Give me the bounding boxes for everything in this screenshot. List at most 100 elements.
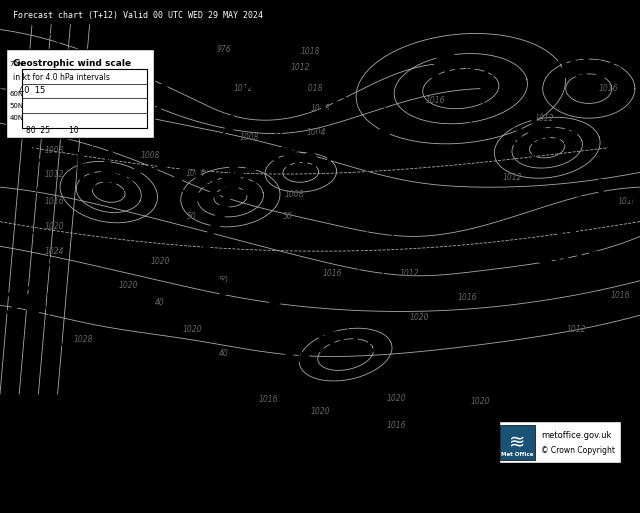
- Polygon shape: [280, 147, 289, 155]
- Text: Geostrophic wind scale: Geostrophic wind scale: [13, 59, 131, 68]
- Polygon shape: [180, 39, 189, 48]
- Text: 1016: 1016: [93, 94, 163, 118]
- Text: H: H: [100, 77, 124, 105]
- Polygon shape: [151, 89, 161, 96]
- Text: 976: 976: [217, 45, 231, 54]
- Text: 40: 40: [155, 299, 165, 307]
- Polygon shape: [134, 167, 140, 176]
- Polygon shape: [227, 182, 238, 191]
- Polygon shape: [172, 56, 182, 65]
- Polygon shape: [306, 360, 316, 367]
- Text: 1016: 1016: [534, 244, 605, 268]
- Polygon shape: [169, 65, 179, 73]
- Polygon shape: [145, 96, 155, 104]
- Polygon shape: [169, 156, 178, 165]
- Polygon shape: [271, 343, 282, 351]
- Text: 1012: 1012: [502, 173, 522, 182]
- Polygon shape: [107, 150, 116, 159]
- Text: 50: 50: [283, 212, 293, 221]
- Polygon shape: [172, 174, 182, 182]
- Polygon shape: [222, 191, 234, 200]
- Polygon shape: [303, 138, 312, 146]
- Polygon shape: [366, 129, 372, 137]
- Text: 1016: 1016: [259, 396, 278, 404]
- Polygon shape: [252, 331, 263, 340]
- Polygon shape: [146, 166, 154, 174]
- Text: x: x: [108, 82, 116, 95]
- Polygon shape: [284, 336, 294, 343]
- Polygon shape: [138, 104, 148, 111]
- Text: 1020: 1020: [45, 222, 64, 231]
- Text: 1018: 1018: [310, 104, 330, 113]
- Text: 1013: 1013: [310, 333, 381, 357]
- Text: 997: 997: [77, 168, 141, 196]
- Text: 1012: 1012: [234, 84, 253, 93]
- Polygon shape: [190, 146, 199, 153]
- Text: 1020: 1020: [310, 407, 330, 416]
- Text: x: x: [275, 124, 282, 137]
- Polygon shape: [218, 288, 230, 298]
- Text: H: H: [17, 277, 40, 305]
- Text: 1016: 1016: [45, 198, 64, 206]
- Text: 50N: 50N: [10, 103, 24, 109]
- Text: H: H: [382, 195, 405, 223]
- Text: 1020: 1020: [182, 325, 202, 334]
- Text: 1016: 1016: [458, 293, 477, 303]
- Polygon shape: [118, 126, 129, 133]
- Text: 1008: 1008: [285, 190, 304, 199]
- Text: 1024: 1024: [45, 247, 64, 255]
- Polygon shape: [340, 128, 346, 137]
- Text: in kt for 4.0 hPa intervals: in kt for 4.0 hPa intervals: [13, 73, 109, 82]
- Polygon shape: [211, 269, 221, 278]
- Polygon shape: [229, 307, 241, 315]
- Polygon shape: [239, 87, 250, 94]
- Polygon shape: [103, 159, 113, 167]
- Text: x: x: [531, 151, 538, 164]
- Text: 1012: 1012: [566, 325, 586, 334]
- Polygon shape: [380, 129, 385, 137]
- Polygon shape: [292, 143, 300, 151]
- Polygon shape: [269, 300, 281, 305]
- Polygon shape: [196, 193, 202, 202]
- Polygon shape: [298, 352, 308, 359]
- Text: 1018: 1018: [304, 84, 323, 93]
- Polygon shape: [158, 162, 166, 170]
- Polygon shape: [214, 211, 225, 220]
- Polygon shape: [113, 133, 124, 141]
- Text: H: H: [286, 77, 309, 105]
- Polygon shape: [276, 328, 287, 334]
- Polygon shape: [232, 106, 243, 114]
- Polygon shape: [205, 230, 216, 239]
- Polygon shape: [229, 162, 239, 172]
- Text: 1016: 1016: [618, 198, 637, 206]
- Polygon shape: [200, 140, 210, 147]
- Text: 1016: 1016: [554, 60, 624, 84]
- Text: 1009: 1009: [79, 399, 164, 428]
- Text: 1008: 1008: [240, 133, 259, 143]
- Text: L: L: [97, 385, 115, 413]
- Text: 1009: 1009: [509, 126, 579, 150]
- Polygon shape: [257, 156, 266, 165]
- Text: 80  25        10: 80 25 10: [26, 126, 78, 135]
- Polygon shape: [246, 163, 255, 170]
- Text: 40: 40: [219, 349, 229, 358]
- Text: 1004: 1004: [186, 169, 205, 178]
- Polygon shape: [237, 315, 248, 323]
- Polygon shape: [264, 64, 274, 72]
- Text: x: x: [342, 319, 349, 331]
- Polygon shape: [224, 124, 234, 133]
- Text: Forecast chart (T+12) Valid 00 UTC WED 29 MAY 2024: Forecast chart (T+12) Valid 00 UTC WED 2…: [13, 11, 263, 20]
- Text: H: H: [555, 230, 578, 258]
- Polygon shape: [216, 143, 226, 151]
- Polygon shape: [269, 54, 280, 63]
- Text: 1016: 1016: [278, 94, 349, 118]
- Text: 1020: 1020: [387, 394, 406, 403]
- Polygon shape: [125, 119, 136, 126]
- Polygon shape: [224, 152, 236, 162]
- Polygon shape: [271, 319, 282, 325]
- FancyBboxPatch shape: [22, 69, 147, 128]
- Polygon shape: [353, 129, 359, 137]
- Text: 70N: 70N: [10, 61, 24, 67]
- Polygon shape: [206, 260, 217, 269]
- Polygon shape: [171, 183, 180, 190]
